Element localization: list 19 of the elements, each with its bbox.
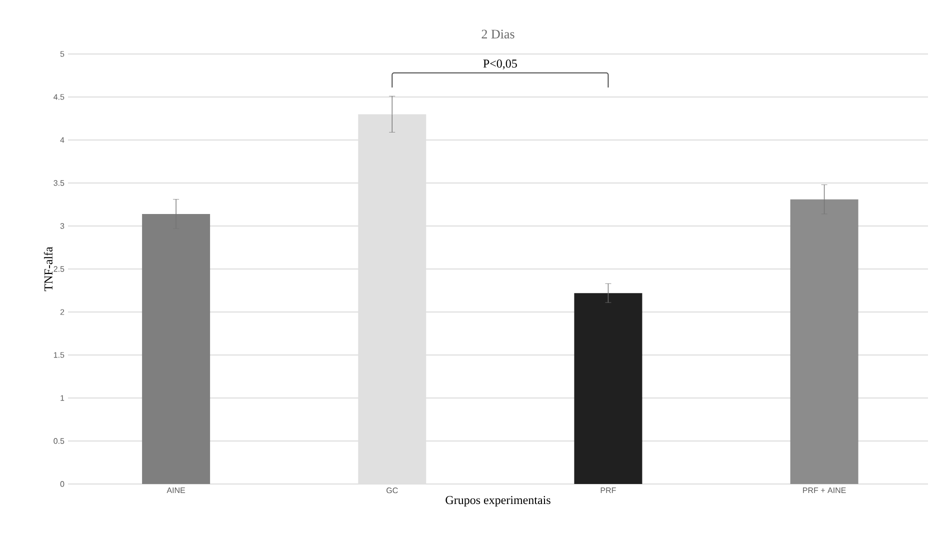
y-tick-label: 5 bbox=[60, 51, 64, 57]
y-tick-label: 4 bbox=[60, 137, 64, 143]
y-tick-label: 2.5 bbox=[54, 266, 64, 272]
y-tick-label: 1.5 bbox=[54, 352, 64, 358]
y-tick-label: 0.5 bbox=[54, 438, 64, 444]
annotation: P<0,05 bbox=[483, 60, 517, 70]
chart-title: 2 Dias bbox=[482, 30, 514, 38]
y-tick-label: 2 bbox=[60, 309, 64, 315]
y-axis-title: TNF-alfa bbox=[44, 246, 52, 292]
y-tick-label: 3 bbox=[60, 223, 64, 229]
x-tick-label: AINE bbox=[166, 488, 186, 494]
x-axis-title: Grupos experimentais bbox=[446, 496, 550, 507]
y-tick-label: 1 bbox=[60, 395, 64, 401]
x-tick-label: PRF bbox=[600, 488, 616, 494]
y-tick-label: 0 bbox=[60, 481, 64, 487]
x-tick-label: PRF + AINE bbox=[803, 488, 846, 494]
y-tick-label: 4.5 bbox=[54, 94, 64, 100]
y-tick-label: 3.5 bbox=[54, 180, 64, 186]
x-tick-label: GC bbox=[386, 488, 398, 494]
